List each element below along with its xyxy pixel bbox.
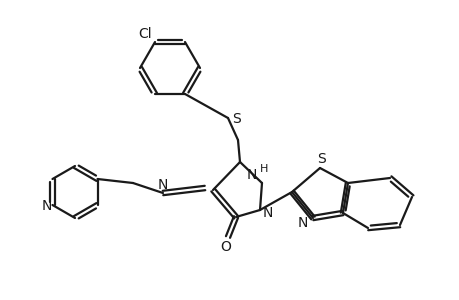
Text: S: S (317, 152, 326, 166)
Text: S: S (232, 112, 241, 126)
Text: N: N (262, 206, 273, 220)
Text: O: O (220, 240, 231, 254)
Text: N: N (246, 168, 257, 182)
Text: H: H (259, 164, 268, 174)
Text: N: N (297, 216, 308, 230)
Text: N: N (41, 199, 51, 213)
Text: Cl: Cl (138, 27, 151, 41)
Text: N: N (157, 178, 168, 192)
